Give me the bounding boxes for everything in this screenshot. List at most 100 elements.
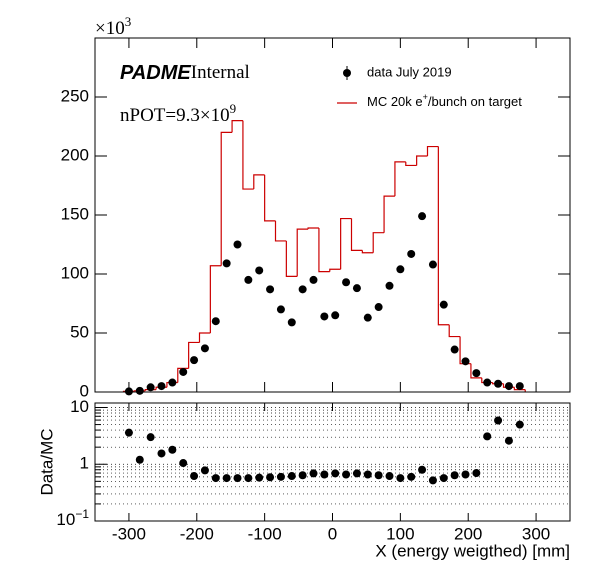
legend-label: data July 2019 [367, 64, 452, 79]
ratio-point [363, 470, 372, 479]
mc-bin [383, 195, 395, 233]
data-point [450, 345, 459, 354]
data-point [320, 312, 329, 321]
data-point [211, 317, 220, 326]
data-point [244, 275, 253, 284]
y-tick-label-base: 10 [56, 510, 75, 529]
x-tick-label: -300 [112, 524, 146, 543]
ratio-point [450, 471, 459, 480]
ratio-point [331, 469, 340, 478]
ratio-point [276, 472, 285, 481]
data-point [472, 369, 481, 378]
legend-label-part: /bunch on target [428, 94, 522, 109]
data-point [504, 382, 513, 391]
y-axis-label: Data/MC [37, 428, 56, 495]
data-point [146, 383, 155, 392]
ratio-point [200, 466, 209, 475]
x-tick-label: 100 [386, 524, 414, 543]
y-tick-label: 100 [61, 263, 89, 282]
data-point [363, 313, 372, 322]
ratio-point [233, 474, 242, 483]
data-point [124, 387, 133, 396]
data-point [396, 265, 405, 274]
mc-bin [405, 161, 417, 167]
data-point [190, 356, 199, 365]
mc-bin [437, 146, 450, 326]
data-point [168, 378, 177, 387]
ratio-point [515, 420, 524, 429]
ratio-point [211, 474, 220, 483]
data-point [428, 260, 437, 269]
data-point [407, 249, 416, 258]
ratio-point [255, 473, 264, 482]
data-point [418, 212, 427, 221]
mc-bin [416, 155, 428, 166]
mc-bin [188, 341, 200, 369]
data-point [276, 305, 285, 314]
x-axis-label: X (energy weigthed) [mm] [375, 541, 570, 560]
frame [94, 37, 571, 393]
y-tick-label: 200 [61, 145, 89, 164]
y-tick-label: 10 [70, 397, 89, 416]
ratio-point [157, 449, 166, 458]
mc-bin [318, 227, 330, 273]
mc-bin [329, 268, 341, 272]
data-point [266, 285, 275, 294]
ratio-point [504, 436, 513, 445]
multiplier-base: ×10 [95, 18, 125, 39]
y-tick-label: 10−1 [56, 507, 89, 529]
mc-bin [285, 240, 298, 277]
mc-bin [274, 220, 287, 242]
annotation: nPOT=9.3×109 [120, 101, 236, 126]
data-point [233, 240, 242, 249]
data-point [179, 367, 188, 376]
ratio-point [396, 474, 405, 483]
data-point [298, 285, 307, 294]
mc-bin [361, 250, 374, 254]
data-point [287, 318, 296, 327]
data-point [342, 278, 351, 287]
ratio-point [483, 432, 492, 441]
y-tick-label: 150 [61, 204, 89, 223]
ratio-point [190, 472, 199, 481]
x-tick-label: -200 [180, 524, 214, 543]
ratio-point [320, 470, 329, 479]
ratio-point [461, 470, 470, 479]
data-point [385, 281, 394, 290]
ratio-point [168, 445, 177, 454]
data-point [157, 382, 166, 391]
data-point [331, 311, 340, 320]
data-point [494, 379, 503, 388]
data-point [200, 344, 209, 353]
annotation-power: 9 [230, 101, 237, 116]
y-tick-label: 250 [61, 86, 89, 105]
mc-bin [470, 363, 482, 379]
ratio-point [428, 476, 437, 485]
data-point [135, 386, 144, 395]
x-tick-label: 0 [328, 524, 337, 543]
ratio-point [352, 469, 361, 478]
ratio-point [179, 459, 188, 468]
mc-bin [372, 232, 385, 253]
legend-label-part: MC 20k e [367, 94, 423, 109]
ratio-point [418, 465, 427, 474]
annotation-base: nPOT=9.3×10 [120, 105, 230, 126]
ratio-point [298, 471, 307, 480]
mc-bin [426, 145, 439, 156]
mc-bin [350, 218, 363, 251]
ratio-point [266, 473, 275, 482]
mc-bin [198, 332, 211, 343]
multiplier-power: 3 [125, 14, 132, 29]
mc-bin [448, 324, 461, 338]
frame [94, 402, 571, 522]
ratio-point [135, 455, 144, 464]
ratio-point [385, 472, 394, 481]
ratio-point [374, 471, 383, 480]
experiment-name: PADME [120, 62, 191, 84]
data-point [515, 382, 524, 391]
ratio-point [222, 474, 231, 483]
mc-bin [296, 228, 309, 277]
ratio-point [124, 428, 133, 437]
